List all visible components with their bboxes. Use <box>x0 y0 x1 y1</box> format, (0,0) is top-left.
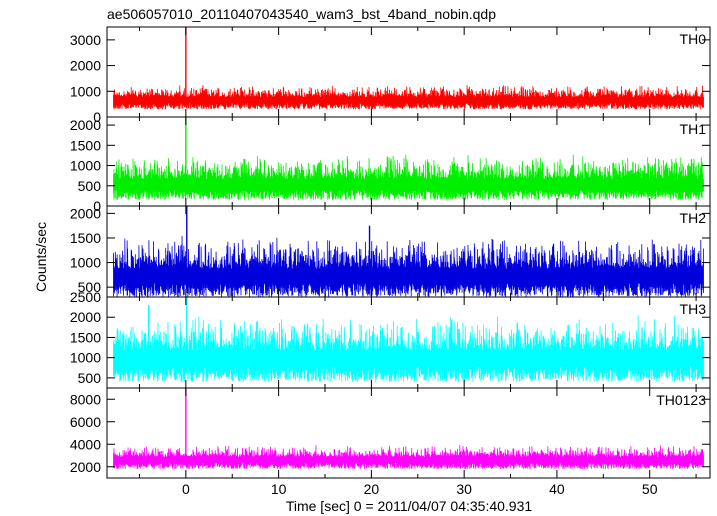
th2-panel-label: TH2 <box>680 210 707 226</box>
x-tick-label: 20 <box>364 481 380 497</box>
th0123-y-tick-label: 2000 <box>70 459 101 475</box>
x-tick-label: 10 <box>271 481 287 497</box>
th2-y-tick-label: 1500 <box>70 230 101 246</box>
th0-y-tick-label: 0 <box>93 109 101 125</box>
th1-y-tick-label: 0 <box>93 198 101 214</box>
th3-y-tick-label: 2500 <box>70 289 101 305</box>
x-axis-label: Time [sec] 0 = 2011/04/07 04:35:40.931 <box>286 498 533 514</box>
th1-y-tick-label: 1000 <box>70 158 101 174</box>
y-axis-label: Counts/sec <box>33 222 49 292</box>
th1-panel-label: TH1 <box>680 121 707 137</box>
x-tick-label: 50 <box>642 481 658 497</box>
th0123-panel-frame <box>106 387 711 479</box>
th0123-y-tick-label: 8000 <box>70 391 101 407</box>
th0-y-tick-label: 2000 <box>70 58 101 74</box>
th1-y-tick-label: 500 <box>78 178 102 194</box>
th3-y-tick-label: 1500 <box>70 329 101 345</box>
th0-y-tick-label: 1000 <box>70 83 101 99</box>
th0-series-line <box>113 85 704 110</box>
th0123-y-tick-label: 6000 <box>70 414 101 430</box>
th3-series-line <box>113 315 704 382</box>
x-tick-label: 30 <box>456 481 472 497</box>
th0123-panel-label: TH0123 <box>656 392 706 408</box>
chart-title: ae506057010_20110407043540_wam3_bst_4ban… <box>107 6 496 22</box>
th0-y-tick-label: 3000 <box>70 32 101 48</box>
th3-panel-label: TH3 <box>680 301 707 317</box>
th0-panel-label: TH0 <box>680 31 707 47</box>
th3-y-tick-label: 1000 <box>70 350 101 366</box>
th1-y-tick-label: 1500 <box>70 137 101 153</box>
th2-series-line <box>113 235 704 298</box>
th2-y-tick-label: 1000 <box>70 255 101 271</box>
x-tick-label: 40 <box>549 481 565 497</box>
th0123-y-tick-label: 4000 <box>70 436 101 452</box>
th3-y-tick-label: 500 <box>78 370 102 386</box>
x-tick-label: 0 <box>182 481 190 497</box>
th0123-series-line <box>113 444 704 470</box>
th3-y-tick-label: 2000 <box>70 309 101 325</box>
th2-y-tick-label: 500 <box>78 279 102 295</box>
th1-y-tick-label: 2000 <box>70 117 101 133</box>
th1-series-line <box>113 154 704 200</box>
th2-y-tick-label: 2000 <box>70 205 101 221</box>
